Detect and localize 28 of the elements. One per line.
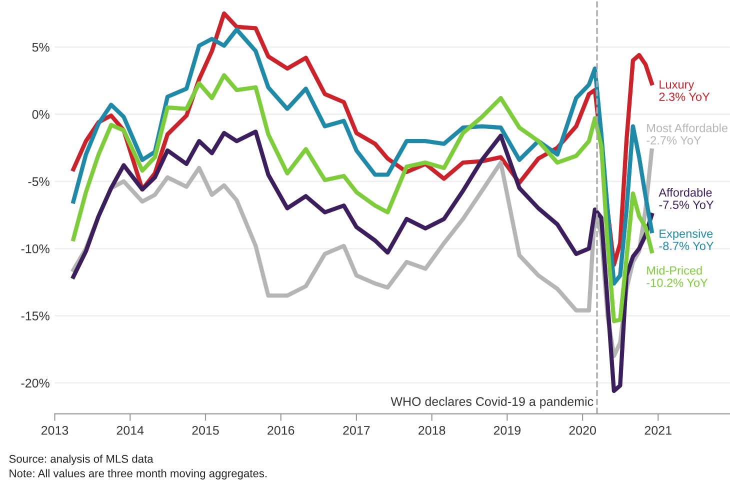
source-note: Source: analysis of MLS data bbox=[9, 454, 154, 465]
x-tick-label: 2018 bbox=[418, 426, 446, 435]
x-tick-label: 2013 bbox=[41, 426, 68, 435]
y-tick-label: -10% bbox=[21, 244, 50, 254]
ref-line-label: WHO declares Covid-19 a pandemic bbox=[390, 396, 594, 408]
x-tick-label: 2016 bbox=[268, 426, 294, 435]
y-tick-label: -5% bbox=[28, 177, 50, 186]
y-tick-label: 0% bbox=[32, 110, 50, 119]
y-tick-label: -20% bbox=[21, 378, 50, 388]
series-label: Affordable bbox=[658, 188, 712, 197]
annotation: -2.7% YoY bbox=[646, 136, 702, 145]
annotation: -7.5% YoY bbox=[659, 200, 714, 210]
x-tick-label: 2017 bbox=[343, 426, 370, 435]
x-tick-label: 2020 bbox=[569, 426, 596, 435]
series-label: Luxury bbox=[660, 80, 694, 91]
x-tick-label: 2021 bbox=[644, 426, 672, 435]
x-tick-label: 2019 bbox=[494, 426, 520, 435]
x-tick-label: 2015 bbox=[192, 426, 219, 435]
series-label: Mid-Priced bbox=[647, 266, 702, 275]
series-label: Most Affordable bbox=[647, 124, 728, 132]
series-label: Expensive bbox=[660, 229, 713, 240]
x-tick-label: 2014 bbox=[116, 426, 144, 435]
annotation: -8.7% YoY bbox=[659, 242, 714, 250]
y-tick-label: 5% bbox=[32, 42, 50, 52]
annotation: -10.2% YoY bbox=[646, 278, 708, 287]
y-tick-label: -15% bbox=[21, 312, 50, 320]
annotation: 2.3% YoY bbox=[659, 92, 710, 101]
text: Note: All values are three month moving aggregates. bbox=[10, 469, 267, 480]
